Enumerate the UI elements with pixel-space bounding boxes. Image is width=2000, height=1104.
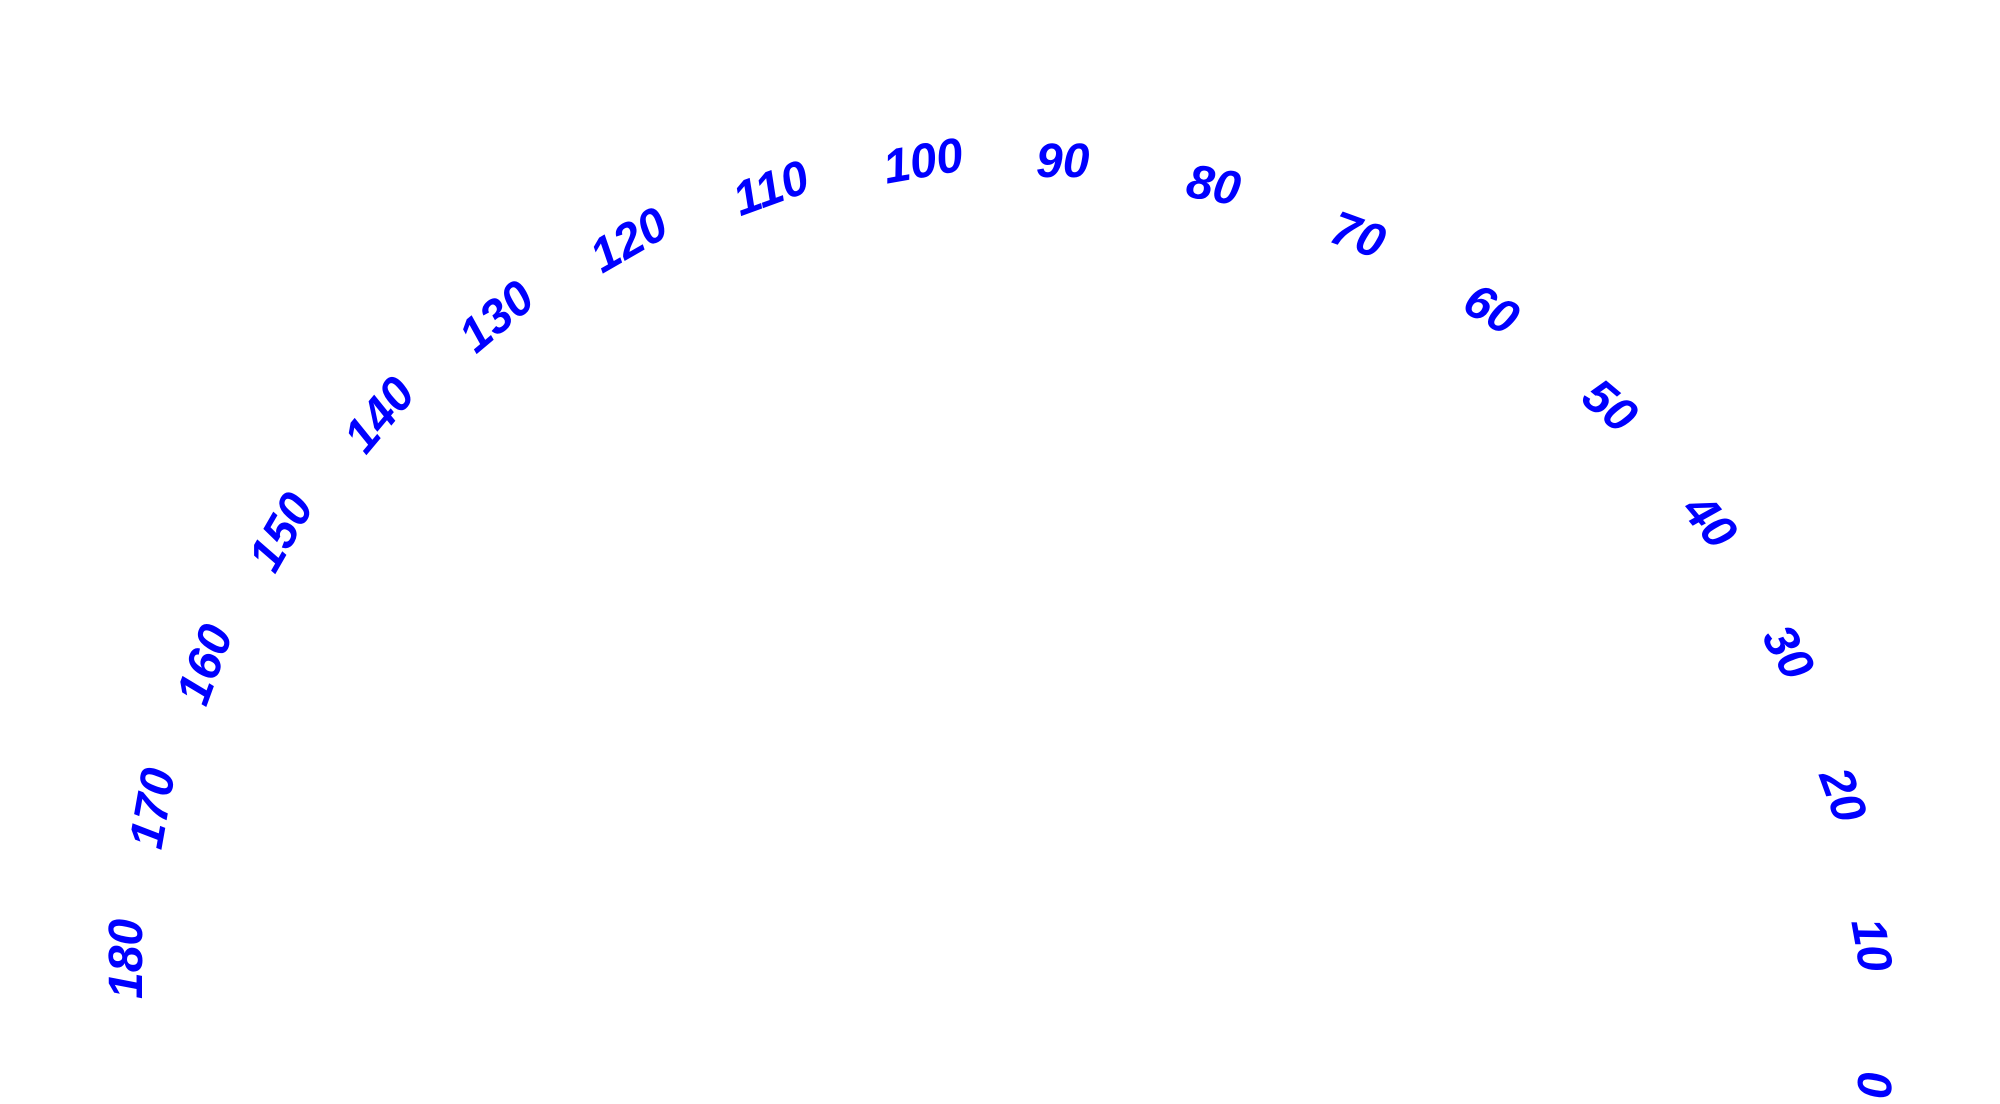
scale-label-110: 110: [726, 151, 816, 227]
protractor-scale: 0 10 20 3040 50 60 70 80 90 100 110 120 130140150 160…: [0, 0, 2000, 1104]
scale-label-100: 100: [879, 128, 967, 194]
scale-label-80: 80: [1183, 155, 1245, 217]
scale-label-60: 60: [1455, 274, 1528, 347]
scale-label-20: 20: [1808, 760, 1877, 830]
scale-label-90: 90: [1036, 135, 1090, 188]
scale-label-140: 140: [334, 367, 426, 463]
scale-label-10: 10: [1840, 914, 1902, 976]
scale-label-170: 170: [120, 764, 186, 852]
scale-labels-group: 0 10 20 3040 50 60 70 80 90 100 110 120 130140150 160…: [100, 128, 1902, 1098]
scale-label-130: 130: [449, 271, 545, 363]
scale-label-120: 120: [581, 197, 677, 283]
scale-label-50: 50: [1572, 369, 1647, 444]
scale-label-40: 40: [1671, 483, 1747, 559]
scale-label-150: 150: [239, 484, 325, 580]
scale-label-70: 70: [1324, 202, 1393, 270]
scale-label-30: 30: [1752, 616, 1825, 689]
scale-label-160: 160: [167, 618, 244, 712]
scale-label-180: 180: [100, 919, 153, 999]
scale-label-0: 0: [1847, 1071, 1900, 1098]
